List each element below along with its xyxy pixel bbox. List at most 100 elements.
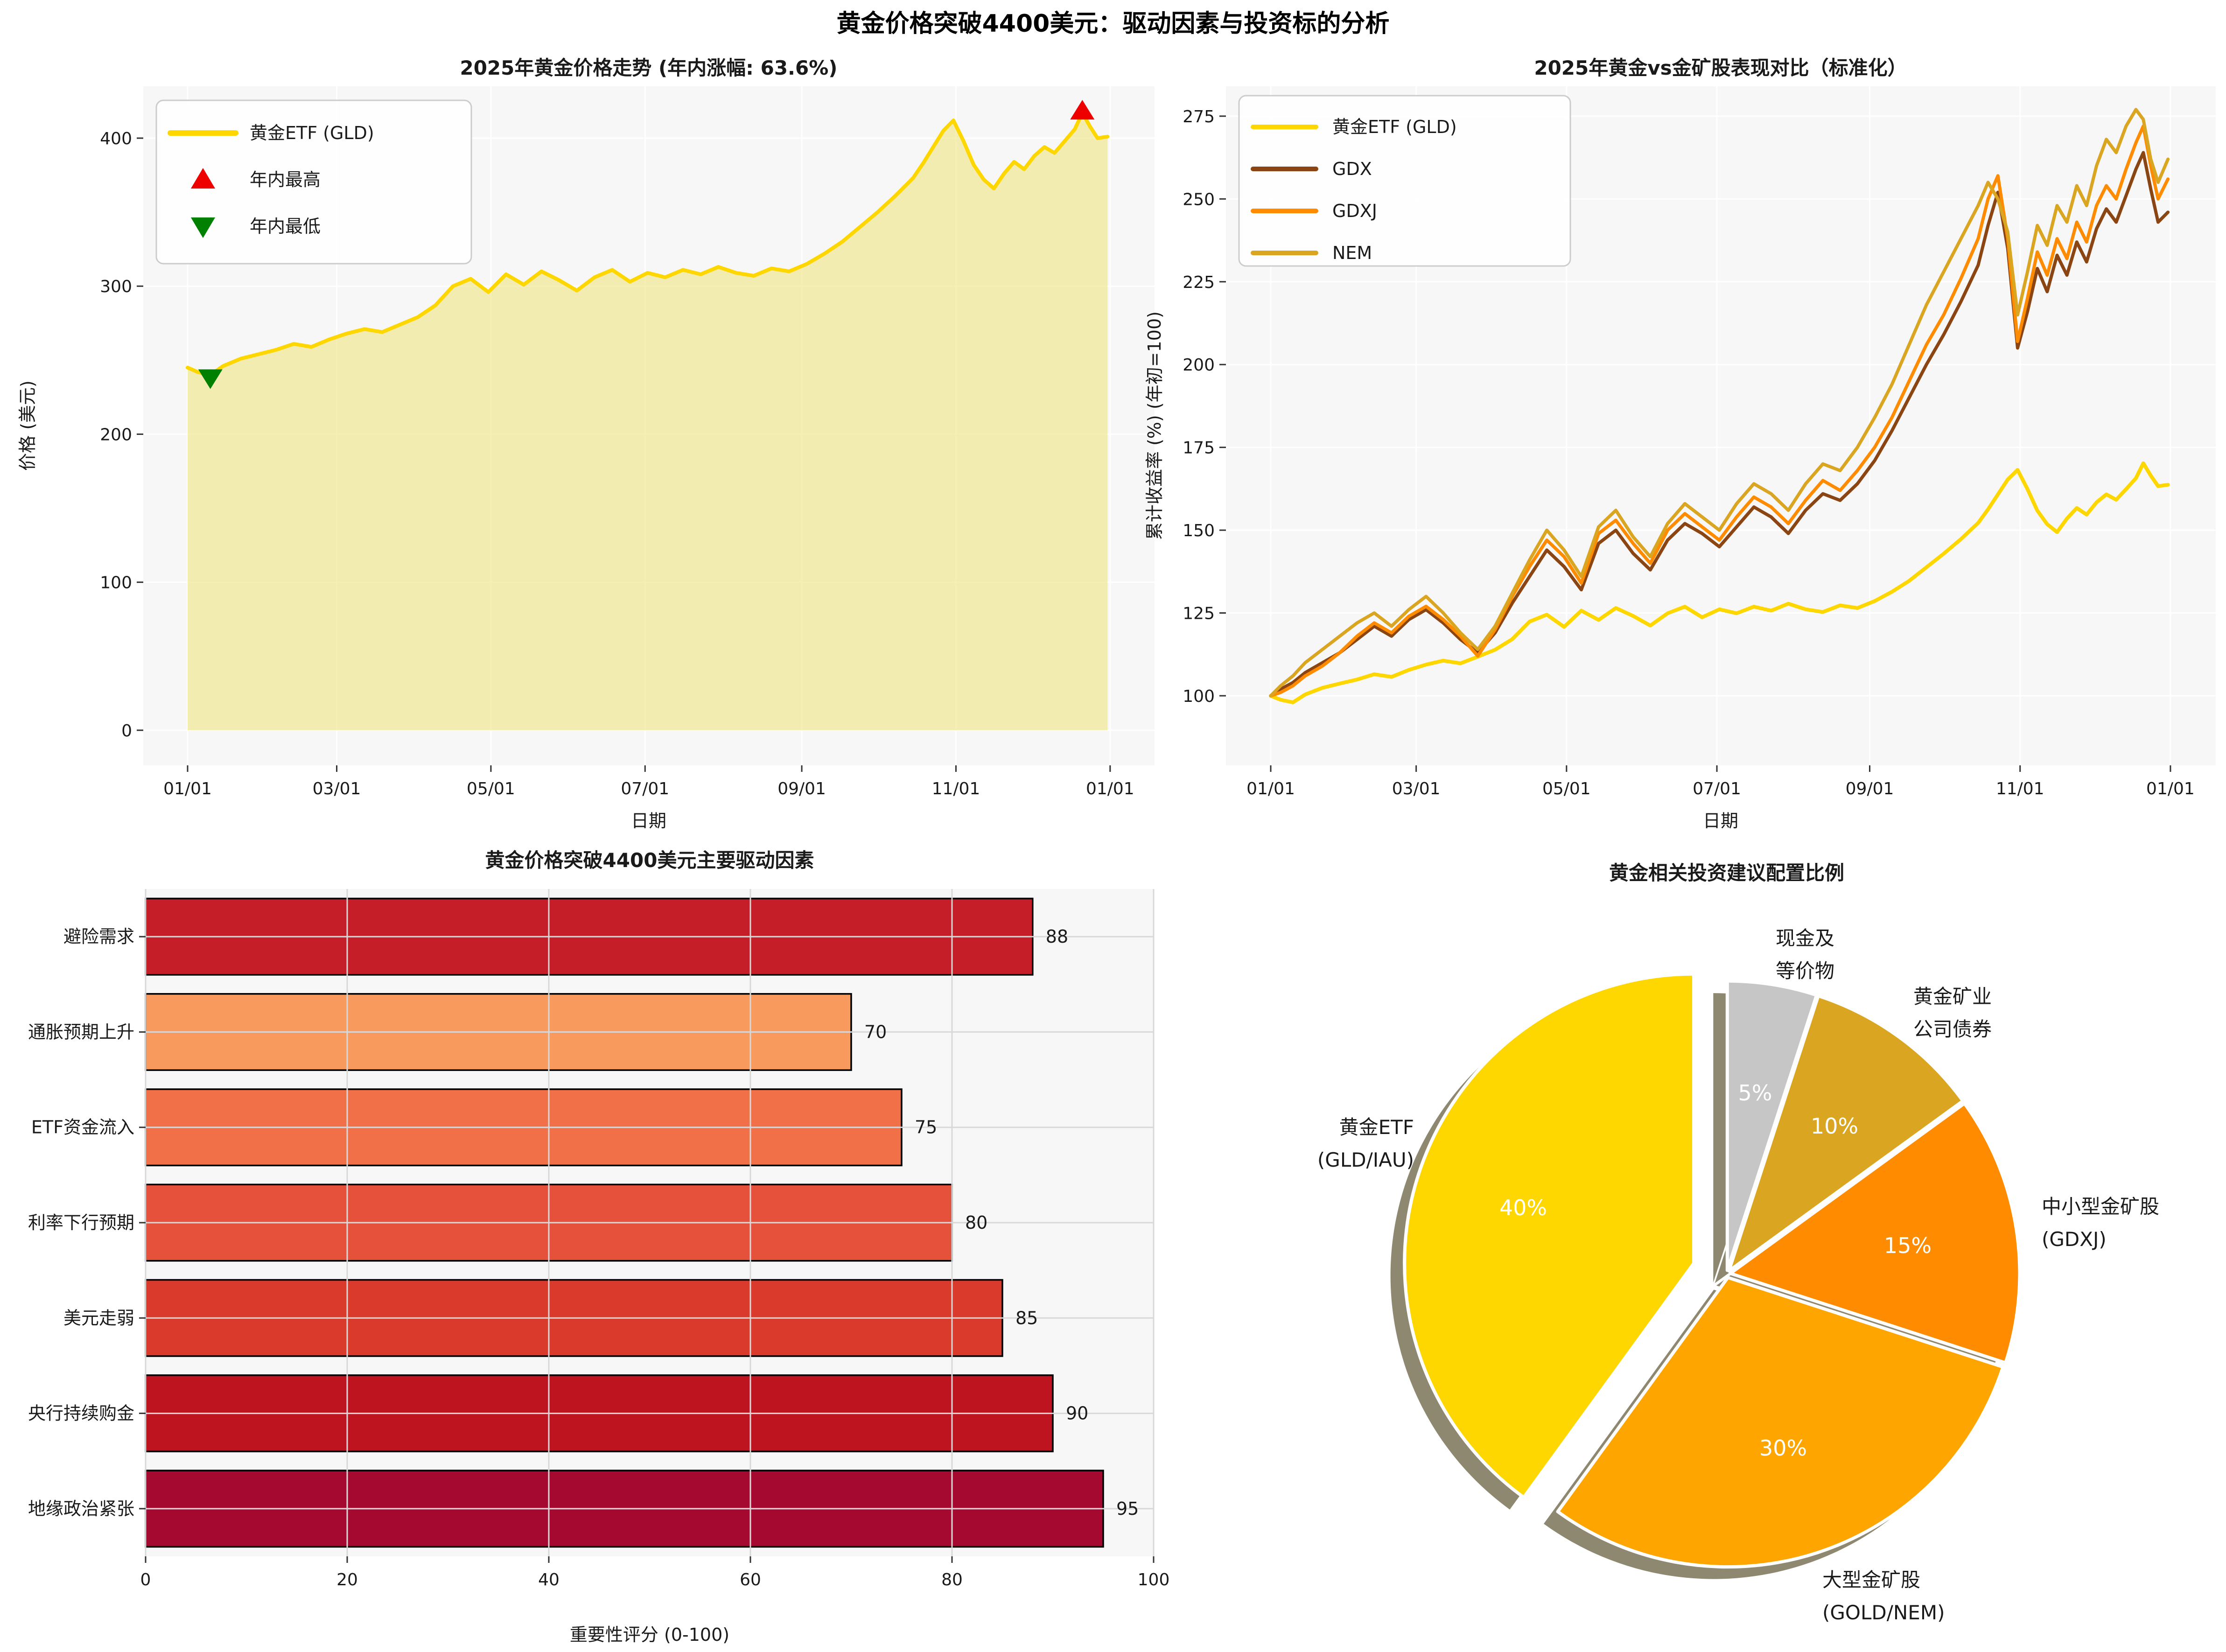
series-line-2 <box>1269 124 2170 698</box>
x-tick-label: 100 <box>1138 1570 1170 1589</box>
series-line-0 <box>1269 461 2170 705</box>
legend-label: 黄金ETF (GLD) <box>250 123 374 143</box>
drivers-xlabel: 重要性评分 (0-100) <box>570 1624 729 1645</box>
pie-label-gdxj: 中小型金矿股 <box>2042 1195 2159 1218</box>
pie-label-gold-etf: 黄金ETF <box>1339 1116 1414 1139</box>
pie-slice-2 <box>1729 1101 2022 1365</box>
pie-label-cash: 等价物 <box>1776 959 1834 982</box>
y-tick-label: 150 <box>1183 521 1215 540</box>
y-tick-label: 100 <box>100 574 132 593</box>
series-line-3 <box>1269 108 2170 698</box>
drivers-chart: 避险需求 88 通胀预期上升 70 ETF资金流入 75 利率下行预期 80 美元走弱 85 央行持… <box>28 889 1169 1589</box>
x-tick-label: 03/01 <box>1392 779 1441 798</box>
x-tick-label: 11/01 <box>1996 779 2044 798</box>
x-tick-label: 05/01 <box>1542 779 1591 798</box>
pie-slice-3 <box>1556 1276 2005 1569</box>
comparison-chart: 01/01 03/01 05/01 07/01 09/01 11/01 01/01 100 12… <box>1183 86 2216 798</box>
allocation-chart-title: 黄金相关投资建议配置比例 <box>1609 861 1844 884</box>
pie-percent-label: 30% <box>1759 1435 1807 1461</box>
legend-label: 年内最低 <box>250 216 321 237</box>
driver-value-label: 95 <box>1116 1498 1139 1519</box>
x-tick-label: 01/01 <box>2146 779 2195 798</box>
comparison-legend: 黄金ETF (GLD) GDX GDXJ NEM <box>1238 95 1571 267</box>
driver-category-label: 通胀预期上升 <box>28 1022 134 1042</box>
gld-price-line <box>186 111 1110 377</box>
gold-price-chart-title: 2025年黄金价格走势 (年内涨幅: 63.6%) <box>460 56 837 79</box>
comparison-chart-title: 2025年黄金vs金矿股表现对比（标准化） <box>1534 56 1907 79</box>
series-line-1 <box>1269 151 2170 698</box>
x-tick-label: 07/01 <box>621 779 669 798</box>
pie-label-large-miners: (GOLD/NEM) <box>1822 1601 1945 1624</box>
pie-slice-0 <box>1725 979 1819 1272</box>
y-tick-label: 200 <box>100 425 132 444</box>
x-tick-label: 80 <box>941 1570 963 1589</box>
driver-value-label: 88 <box>1046 926 1068 947</box>
driver-value-label: 75 <box>915 1117 937 1138</box>
y-tick-label: 200 <box>1183 356 1215 375</box>
legend-triangle-down-icon <box>191 217 215 238</box>
legend-box <box>155 99 472 265</box>
pie-percent-label: 5% <box>1738 1080 1772 1106</box>
legend-label: GDXJ <box>1332 201 1377 221</box>
x-tick-label: 01/01 <box>163 779 212 798</box>
driver-category-label: 央行持续购金 <box>28 1403 134 1424</box>
x-tick-label: 40 <box>538 1570 560 1589</box>
pie-label-bonds: 公司债券 <box>1913 1018 1992 1041</box>
pie-percent-label: 40% <box>1499 1195 1547 1220</box>
driver-value-label: 85 <box>1015 1308 1038 1328</box>
comparison-xlabel: 日期 <box>1703 811 1738 831</box>
y-tick-label: 125 <box>1183 604 1215 623</box>
year-low-marker <box>198 369 223 389</box>
driver-category-label: 避险需求 <box>63 926 134 947</box>
year-high-marker <box>1070 100 1095 120</box>
y-tick-label: 0 <box>121 721 132 741</box>
pie-label-cash: 现金及 <box>1776 927 1834 950</box>
x-tick-label: 03/01 <box>313 779 361 798</box>
pie-percent-label: 10% <box>1811 1113 1858 1139</box>
allocation-chart: 5% 10% 15% 30% 40% <box>1390 972 2022 1579</box>
driver-category-label: ETF资金流入 <box>31 1117 134 1138</box>
driver-value-label: 90 <box>1066 1403 1088 1424</box>
x-tick-label: 05/01 <box>467 779 515 798</box>
driver-value-label: 80 <box>965 1212 987 1233</box>
gold-price-ylabel: 价格 (美元) <box>17 380 38 471</box>
x-tick-label: 01/01 <box>1246 779 1295 798</box>
gld-area-fill <box>188 113 1108 730</box>
gold-price-chart: 01/01 03/01 05/01 07/01 09/01 11/01 01/01 0 100 2… <box>100 86 1155 798</box>
x-tick-label: 0 <box>140 1570 151 1589</box>
legend-triangle-up-icon <box>191 168 215 189</box>
drivers-chart-title: 黄金价格突破4400美元主要驱动因素 <box>485 849 814 872</box>
figure-suptitle: 黄金价格突破4400美元：驱动因素与投资标的分析 <box>836 10 1390 38</box>
y-tick-label: 275 <box>1183 107 1215 126</box>
driver-category-label: 美元走弱 <box>63 1308 134 1328</box>
charts-dynamic-layer: 01/01 03/01 05/01 07/01 09/01 11/01 01/01 0 100 2… <box>28 86 2216 1589</box>
pie-label-bonds: 黄金矿业 <box>1913 985 1992 1008</box>
legend-label: NEM <box>1332 243 1372 263</box>
driver-category-label: 利率下行预期 <box>28 1212 134 1233</box>
legend-label: 年内最高 <box>250 169 321 190</box>
driver-value-label: 70 <box>864 1022 887 1042</box>
y-tick-label: 175 <box>1183 439 1215 458</box>
comparison-ylabel: 累计收益率 (%) (年初=100) <box>1144 311 1165 540</box>
pie-slice-1 <box>1727 994 1965 1273</box>
y-tick-label: 300 <box>100 277 132 296</box>
pie-label-large-miners: 大型金矿股 <box>1822 1568 1920 1591</box>
x-tick-label: 20 <box>336 1570 358 1589</box>
x-tick-label: 09/01 <box>1846 779 1894 798</box>
y-tick-label: 250 <box>1183 190 1215 209</box>
legend-label: 黄金ETF (GLD) <box>1332 117 1457 137</box>
driver-category-label: 地缘政治紧张 <box>28 1498 134 1519</box>
legend-box <box>1238 95 1571 267</box>
y-tick-label: 400 <box>100 129 132 148</box>
y-tick-label: 225 <box>1183 273 1215 292</box>
pie-slice-4 <box>1403 972 1696 1499</box>
x-tick-label: 01/01 <box>1086 779 1134 798</box>
pie-label-gdxj: (GDXJ) <box>2042 1228 2107 1251</box>
pie-label-gold-etf: (GLD/IAU) <box>1317 1148 1414 1171</box>
x-tick-label: 07/01 <box>1693 779 1741 798</box>
x-tick-label: 60 <box>740 1570 761 1589</box>
y-tick-label: 100 <box>1183 687 1215 706</box>
gold-price-xlabel: 日期 <box>631 811 666 831</box>
